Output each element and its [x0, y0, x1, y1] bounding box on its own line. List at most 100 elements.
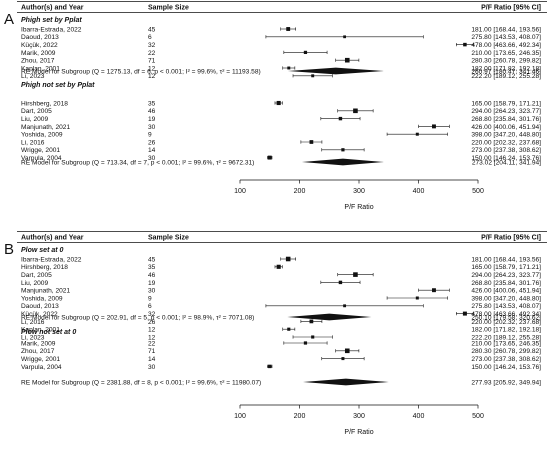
study-sample-size: 14 [148, 147, 156, 154]
study-effect-ci: 426.00 [400.06, 451.94] [471, 124, 541, 131]
study-point-estimate [285, 256, 291, 262]
study-name: Hirshberg, 2018 [21, 264, 68, 271]
study-name: Manjunath, 2021 [21, 288, 70, 295]
study-effect-ci: 273.00 [237.38, 308.62] [471, 356, 541, 363]
study-point-estimate [311, 335, 315, 339]
study-sample-size: 19 [148, 116, 156, 123]
x-tick-label: 300 [353, 188, 365, 195]
subgroup-summary-ci: 250.10 [179.58, 320.62] [471, 314, 541, 321]
study-name: Zhou, 2017 [21, 58, 55, 65]
study-point-estimate [309, 319, 314, 324]
subgroup-title: Phigh not set by Pplat [21, 82, 95, 89]
study-effect-ci: 280.30 [260.78, 299.82] [471, 348, 541, 355]
study-effect-ci: 181.00 [168.44, 193.56] [471, 26, 541, 33]
x-tick-label: 300 [353, 413, 365, 420]
study-effect-ci: 181.00 [168.44, 193.56] [471, 256, 541, 263]
study-name: Li, 2016 [21, 319, 45, 326]
study-name: Daoud, 2013 [21, 34, 59, 41]
study-point-estimate [268, 364, 272, 369]
x-tick-label: 100 [234, 413, 246, 420]
study-sample-size: 14 [148, 356, 156, 363]
subgroup-summary-label: RE Model for Subgroup (Q = 1275.13, df =… [21, 68, 261, 75]
study-sample-size: 6 [148, 303, 152, 310]
header-size-label: Sample Size [148, 5, 189, 12]
study-point-estimate [344, 348, 350, 354]
study-name: Li, 2023 [21, 73, 45, 80]
study-name: Ibarra-Estrada, 2022 [21, 26, 82, 33]
study-name: Zhou, 2017 [21, 348, 55, 355]
study-effect-ci: 273.00 [237.38, 308.62] [471, 147, 541, 154]
study-sample-size: 22 [148, 50, 156, 57]
header-effect-label: P/F Ratio [95% CI] [481, 235, 541, 242]
header-effect-label: P/F Ratio [95% CI] [481, 5, 541, 12]
study-sample-size: 19 [148, 280, 156, 287]
study-name: Yoshida, 2009 [21, 295, 63, 302]
study-point-estimate [343, 35, 346, 39]
study-point-estimate [303, 50, 308, 55]
study-name: Hirshberg, 2018 [21, 100, 68, 107]
study-effect-ci: 294.00 [264.23, 323.77] [471, 272, 541, 279]
study-point-estimate [286, 27, 291, 31]
x-tick-label: 200 [294, 188, 306, 195]
study-effect-ci: 210.00 [173.65, 246.35] [471, 50, 541, 57]
study-effect-ci: 182.00 [171.82, 192.18] [471, 327, 541, 334]
study-point-estimate [267, 155, 272, 160]
subgroup-title: Phigh set by Pplat [21, 17, 82, 24]
study-name: Kaplan, 2001 [21, 327, 60, 334]
study-name: Daoud, 2013 [21, 303, 59, 310]
study-name: Küçük, 2022 [21, 42, 58, 49]
study-sample-size: 35 [148, 264, 156, 271]
x-tick-label: 400 [413, 188, 425, 195]
subgroup-summary-ci: 277.93 [205.92, 349.94] [471, 379, 541, 386]
x-tick-label: 100 [234, 188, 246, 195]
study-sample-size: 45 [148, 26, 156, 33]
study-sample-size: 30 [148, 288, 156, 295]
study-effect-ci: 165.00 [158.79, 171.21] [471, 264, 541, 271]
subgroup-summary-ci: 260.97 [180.47, 341.46] [471, 68, 541, 75]
study-point-estimate [276, 100, 281, 106]
study-sample-size: 32 [148, 311, 156, 318]
study-sample-size: 35 [148, 100, 156, 107]
x-axis-title: P/F Ratio [344, 429, 373, 436]
study-name: Dart, 2005 [21, 272, 52, 279]
study-sample-size: 71 [148, 58, 156, 65]
study-point-estimate [463, 42, 467, 47]
panel-label: A [4, 11, 14, 28]
study-name: Kaplan, 2001 [21, 65, 60, 72]
study-effect-ci: 165.00 [158.79, 171.21] [471, 100, 541, 107]
subgroup-title: Plow set at 0 [21, 247, 64, 254]
study-effect-ci: 280.30 [260.78, 299.82] [471, 58, 541, 65]
study-point-estimate [338, 280, 343, 285]
subgroup-summary-label: RE Model for Subgroup (Q = 202.91, df = … [21, 314, 254, 321]
study-point-estimate [341, 357, 345, 361]
subgroup-summary-label: RE Model for Subgroup (Q = 2381.88, df =… [21, 379, 261, 386]
study-sample-size: 30 [148, 124, 156, 131]
study-sample-size: 9 [148, 132, 152, 139]
study-point-estimate [276, 264, 281, 269]
study-effect-ci: 478.00 [463.66, 492.34] [471, 311, 541, 318]
study-name: Wrigge, 2001 [21, 147, 60, 154]
study-effect-ci: 220.00 [202.32, 237.68] [471, 139, 541, 146]
header-study-label: Author(s) and Year [21, 5, 84, 12]
study-point-estimate [415, 296, 419, 300]
study-name: Liu, 2009 [21, 280, 48, 287]
study-point-estimate [338, 116, 343, 121]
study-point-estimate [415, 132, 419, 136]
study-point-estimate [311, 74, 315, 78]
study-effect-ci: 275.80 [143.53, 408.07] [471, 303, 541, 310]
summary-diamond [301, 158, 384, 166]
x-tick-label: 400 [413, 413, 425, 420]
study-point-estimate [432, 288, 436, 293]
study-sample-size: 46 [148, 108, 156, 115]
header-study-label: Author(s) and Year [21, 235, 84, 242]
study-point-estimate [341, 148, 345, 152]
study-point-estimate [309, 140, 314, 144]
study-point-estimate [353, 108, 358, 114]
study-sample-size: 46 [148, 272, 156, 279]
study-name: Varpula, 2004 [21, 364, 62, 371]
study-point-estimate [303, 341, 308, 345]
study-effect-ci: 210.00 [173.65, 246.35] [471, 340, 541, 347]
study-name: Wrigge, 2001 [21, 356, 60, 363]
study-point-estimate [344, 57, 350, 63]
